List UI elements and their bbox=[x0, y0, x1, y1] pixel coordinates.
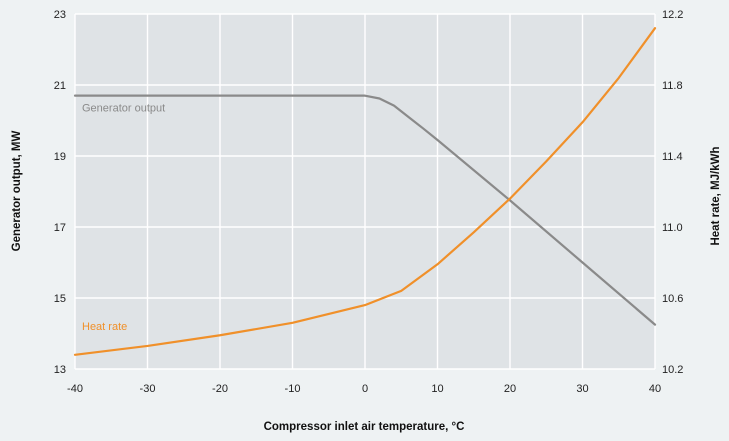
y-left-tick-label: 13 bbox=[54, 364, 66, 376]
x-tick-label: -10 bbox=[285, 383, 301, 395]
x-tick-label: 40 bbox=[649, 383, 661, 395]
grid bbox=[74, 13, 656, 370]
series-line-generator-output bbox=[73, 94, 657, 326]
x-axis-title: Compressor inlet air temperature, °C bbox=[264, 421, 465, 433]
y-right-tick-label: 11.0 bbox=[662, 222, 683, 234]
y-right-tick-label: 11.8 bbox=[662, 80, 683, 92]
series-layer bbox=[73, 27, 657, 356]
series-label: Heat rate bbox=[82, 321, 127, 333]
y-left-tick-label: 23 bbox=[54, 9, 66, 21]
y-left-tick-label: 21 bbox=[54, 80, 66, 92]
ticks-layer: -40 -30 -20 -10 0 10 20 30 40 13 15 17 19 21 23 10.2 10.… bbox=[54, 9, 684, 395]
x-tick-label: -20 bbox=[212, 383, 228, 395]
labels-layer: Generator output Heat rate bbox=[82, 103, 165, 333]
x-tick-label: -30 bbox=[140, 383, 156, 395]
x-tick-label: 20 bbox=[504, 383, 516, 395]
y-right-axis-title: Heat rate, MJ/kWh bbox=[710, 146, 722, 245]
y-right-tick-label: 10.2 bbox=[662, 364, 683, 376]
x-tick-label: 10 bbox=[431, 383, 443, 395]
x-tick-label: 30 bbox=[576, 383, 588, 395]
y-left-tick-label: 17 bbox=[54, 222, 66, 234]
y-right-tick-label: 11.4 bbox=[662, 151, 683, 163]
y-right-tick-label: 10.6 bbox=[662, 293, 683, 305]
y-left-tick-label: 15 bbox=[54, 293, 66, 305]
series-line-heat-rate bbox=[73, 27, 657, 356]
y-right-tick-label: 12.2 bbox=[662, 9, 683, 21]
x-tick-label: 0 bbox=[362, 383, 368, 395]
y-left-tick-label: 19 bbox=[54, 151, 66, 163]
series-label: Generator output bbox=[82, 103, 165, 115]
y-left-axis-title: Generator output, MW bbox=[11, 130, 23, 251]
x-tick-label: -40 bbox=[67, 383, 83, 395]
